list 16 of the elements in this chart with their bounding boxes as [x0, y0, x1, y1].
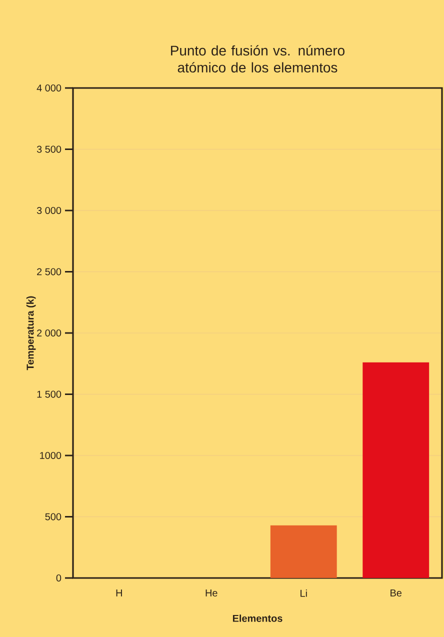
x-tick-label: H	[116, 590, 122, 596]
y-tick-label: 2 500	[37, 268, 62, 276]
y-axis-title: Temperatura (k)	[26, 296, 36, 370]
y-tick-label: 0	[56, 574, 62, 582]
y-tick-label: 4 000	[36, 84, 62, 92]
y-tick-label: 3 000	[36, 206, 62, 214]
y-tick-label: 1000	[40, 452, 62, 460]
y-tick-label: 3 500	[36, 146, 62, 153]
x-axis-title: Elementos	[232, 614, 282, 622]
chart-title: Punto de fusión vs. número atómico de los elementos	[171, 45, 344, 73]
y-tick-label: 2 000	[37, 329, 62, 337]
x-tick-label: Li	[300, 590, 307, 597]
y-tick-label: 500	[45, 513, 62, 520]
x-tick-label: Be	[390, 590, 402, 596]
x-tick-label: He	[206, 590, 218, 596]
y-tick-label: 1 500	[37, 390, 62, 398]
